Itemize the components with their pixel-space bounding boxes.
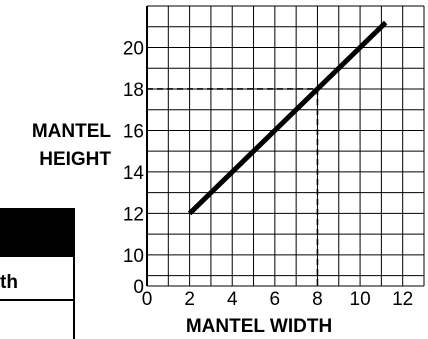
x-tick-label: 8 bbox=[312, 289, 323, 310]
y-axis-title-line-2: HEIGHT bbox=[39, 149, 111, 170]
y-tick-labels: 0 10 12 14 16 18 20 bbox=[123, 38, 145, 298]
reference-lines bbox=[147, 88, 319, 286]
y-tick-label: 16 bbox=[123, 121, 144, 142]
y-tick-label: 20 bbox=[123, 38, 144, 59]
x-tick-label: 12 bbox=[392, 289, 413, 310]
chart-grid bbox=[146, 5, 425, 287]
y-tick-label: 12 bbox=[123, 204, 144, 225]
x-tick-label: 4 bbox=[227, 289, 238, 310]
y-tick-label: 10 bbox=[123, 246, 144, 267]
series-line bbox=[187, 20, 388, 216]
x-tick-label: 0 bbox=[142, 289, 153, 310]
chart-series bbox=[187, 20, 388, 216]
y-tick-label: 14 bbox=[123, 163, 145, 184]
x-tick-label: 6 bbox=[270, 289, 281, 310]
y-axis-title-line-1: MANTEL bbox=[32, 121, 112, 142]
x-tick-labels: 0 2 4 6 8 10 12 bbox=[142, 289, 414, 310]
x-tick-label: 10 bbox=[350, 289, 371, 310]
table-header-cell bbox=[0, 208, 75, 256]
x-axis-title: MANTEL WIDTH bbox=[186, 316, 332, 337]
table-fragment: th bbox=[0, 208, 75, 339]
table-cell-text: th bbox=[0, 272, 18, 293]
y-tick-label: 18 bbox=[123, 80, 144, 101]
y-tick-label: 0 bbox=[133, 277, 144, 298]
x-tick-label: 2 bbox=[184, 289, 195, 310]
